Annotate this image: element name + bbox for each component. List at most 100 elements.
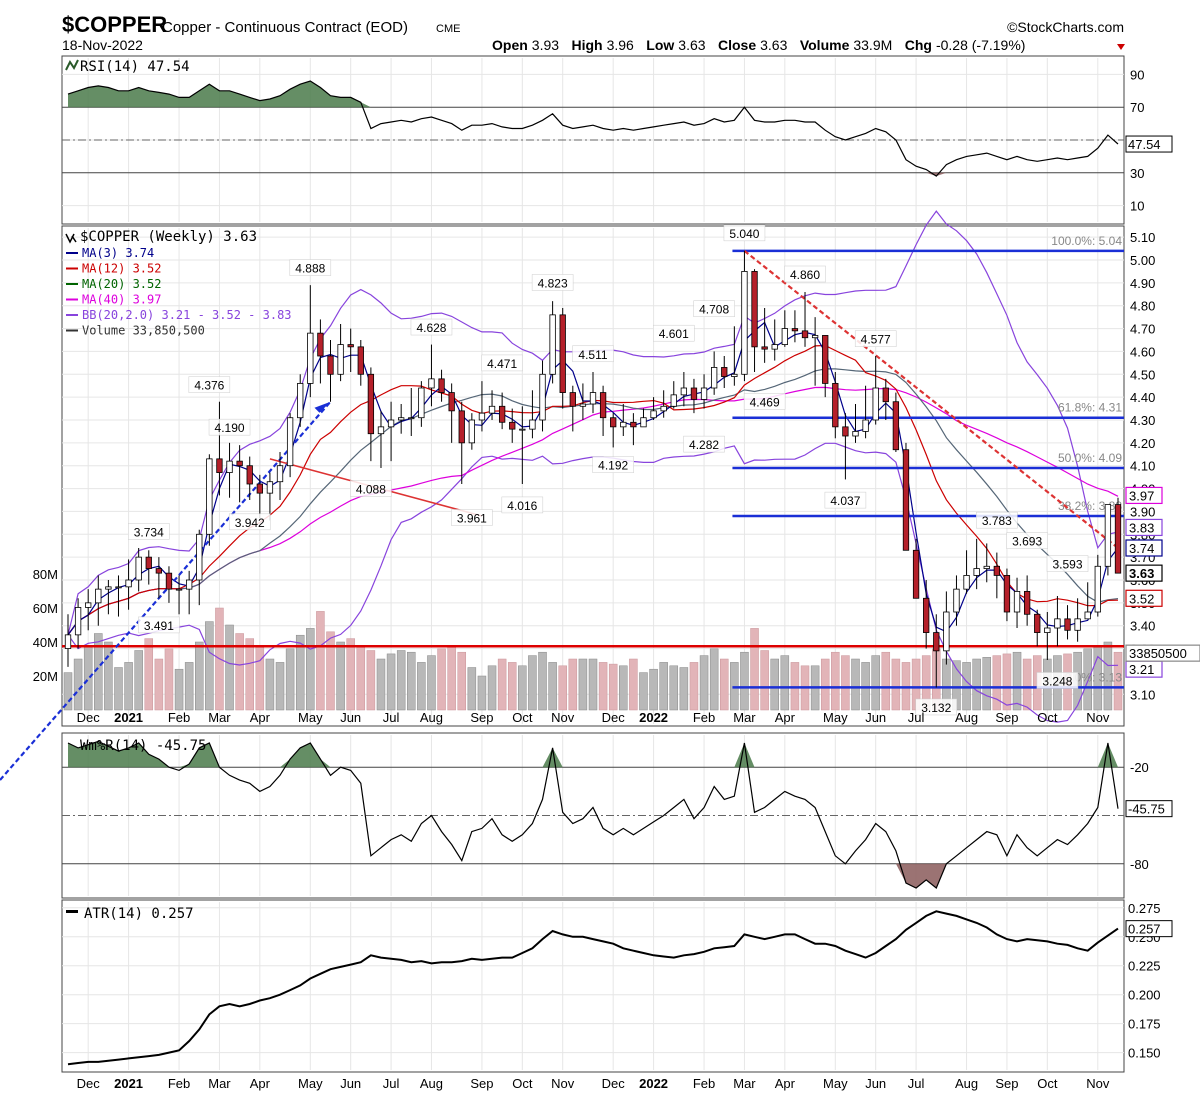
volume-bar <box>831 651 840 711</box>
atr-tick-label: 0.200 <box>1128 988 1161 1003</box>
williams-r-panel: -20 -80 -45.75 <box>62 735 1173 896</box>
volume-bar <box>538 651 547 711</box>
price-tag: 3.74 <box>1129 541 1154 556</box>
candle-body <box>1094 565 1101 613</box>
volume-bar <box>487 665 497 711</box>
candle-body <box>872 387 879 421</box>
price-tag: 3.52 <box>1129 591 1154 606</box>
volume-bar <box>820 658 830 711</box>
fibonacci-label: 38.2%: 3.88 <box>1058 499 1122 513</box>
volume-bar <box>124 662 133 711</box>
wr-legend: Wm%R(14) -45.75 <box>80 738 206 754</box>
volume-bar <box>608 663 618 711</box>
fibonacci-label: 100.0%: 5.04 <box>1051 234 1122 248</box>
volume-bar <box>497 658 507 711</box>
price-tag: 3.21 <box>1129 662 1154 677</box>
atr-x-label: Nov <box>1086 1076 1110 1091</box>
price-tick-label: 4.30 <box>1130 413 1155 428</box>
legend-entry: MA(40) 3.97 <box>82 293 161 307</box>
atr-tick-label: 0.175 <box>1128 1017 1161 1032</box>
price-x-label: Feb <box>168 710 190 725</box>
exchange: CME <box>436 23 460 35</box>
candle-body <box>276 465 284 483</box>
candle-body <box>115 586 122 589</box>
volume-bar <box>568 658 578 711</box>
high-value: 3.96 <box>607 37 634 53</box>
price-x-label: Apr <box>250 710 271 725</box>
swing-label-box <box>1036 672 1079 689</box>
price-tag: 3.63 <box>1129 566 1154 581</box>
candle-body <box>771 344 778 350</box>
price-tag-box <box>1125 564 1163 582</box>
atr-x-label: Aug <box>955 1076 978 1091</box>
candle-body <box>781 328 788 345</box>
candle-body <box>64 634 72 649</box>
atr-value-text: 0.257 <box>1128 922 1161 937</box>
candle-body <box>125 579 132 588</box>
price-x-label: Jun <box>340 710 361 725</box>
candle-body <box>923 597 930 633</box>
price-tick-label: 4.90 <box>1130 276 1155 291</box>
candle-body <box>145 556 152 569</box>
swing-label: 4.823 <box>538 276 568 290</box>
candle-body <box>519 428 526 431</box>
wr-line <box>67 740 1119 889</box>
rsi-value-text: 47.54 <box>1128 137 1161 152</box>
price-tag-box <box>1125 539 1163 557</box>
price-x-label: Sep <box>470 710 493 725</box>
legend-entry: BB(20,2.0) 3.21 - 3.52 - 3.83 <box>82 308 292 322</box>
candle-body <box>599 392 607 419</box>
volume-bar <box>376 658 386 711</box>
down-arrow-icon <box>1117 44 1125 50</box>
volume-bar <box>699 655 709 711</box>
close-value: 3.63 <box>760 37 787 53</box>
price-x-label: Dec <box>77 710 101 725</box>
atr-label: ATR(14) 0.257 <box>84 906 194 922</box>
volume-bar <box>740 651 749 711</box>
candle-body <box>1074 618 1081 631</box>
candle-body <box>912 549 920 599</box>
chg-value: -0.28 (-7.19%) <box>936 37 1025 53</box>
rsi-overbought-area <box>68 81 1118 108</box>
swing-label-box <box>531 274 574 291</box>
volume-bar <box>255 645 265 711</box>
candle-body <box>711 367 718 389</box>
candle-body <box>751 271 758 348</box>
swing-label: 4.282 <box>689 438 719 452</box>
price-x-label: Jun <box>865 710 886 725</box>
candle-body <box>660 405 667 412</box>
candle-body <box>135 556 142 581</box>
volume-bar <box>114 667 123 711</box>
candle-body <box>307 332 314 384</box>
volume-bar <box>619 665 628 711</box>
candle-body <box>488 405 496 414</box>
volume-bar <box>639 672 648 711</box>
price-x-label: Sep <box>995 710 1018 725</box>
volume-bar <box>437 648 446 711</box>
atr-x-label: Sep <box>470 1076 493 1091</box>
candle-body <box>700 387 708 400</box>
candle-body <box>246 465 253 485</box>
high-label: High <box>571 37 602 53</box>
swing-label-box <box>1046 555 1089 572</box>
swing-label-box <box>1006 532 1048 549</box>
price-tag-box <box>1125 644 1200 662</box>
atr-legend: ATR(14) 0.257 <box>66 906 194 922</box>
volume-bar <box>1002 653 1012 711</box>
price-x-label: Jul <box>908 710 925 725</box>
atr-x-label: Aug <box>420 1076 443 1091</box>
volume-bar <box>982 657 991 711</box>
atr-x-label: May <box>823 1076 848 1091</box>
volume-bar <box>780 655 790 711</box>
legend-entry: MA(20) 3.52 <box>82 277 161 291</box>
price-tag-box <box>1125 589 1163 607</box>
atr-x-label: Feb <box>168 1076 190 1091</box>
atr-x-label: Jul <box>383 1076 400 1091</box>
price-x-label: Oct <box>1037 710 1058 725</box>
volume-bar <box>851 658 860 711</box>
volume-label: Volume <box>800 37 850 53</box>
volume-bar <box>336 641 345 711</box>
rsi-tick-label: 10 <box>1130 199 1144 214</box>
price-tick-label: 4.50 <box>1130 367 1155 382</box>
volume-bar <box>841 655 850 711</box>
